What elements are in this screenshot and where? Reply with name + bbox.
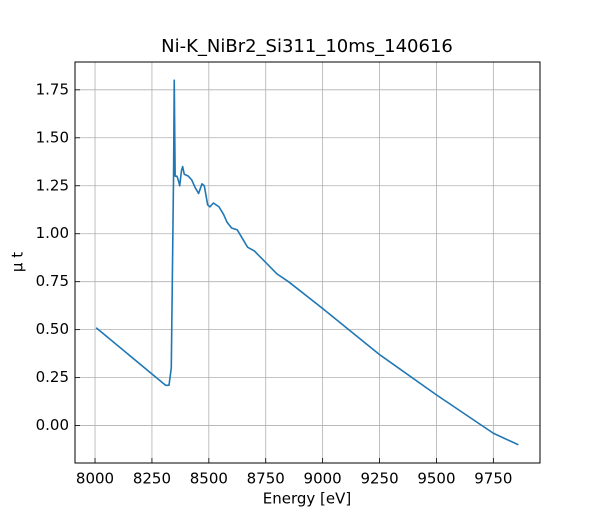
chart-title: Ni-K_NiBr2_Si311_10ms_140616 — [161, 36, 453, 57]
x-tick-label: 9750 — [474, 470, 512, 488]
x-tick-label: 9500 — [417, 470, 455, 488]
x-tick-label: 9250 — [360, 470, 398, 488]
y-tick-label: 1.50 — [36, 128, 69, 146]
x-tick-label: 8000 — [76, 470, 114, 488]
y-tick-label: 0.25 — [36, 368, 69, 386]
y-tick-label: 1.25 — [36, 176, 69, 194]
x-tick-label: 9000 — [304, 470, 342, 488]
x-tick-label: 8750 — [247, 470, 285, 488]
y-tick-label: 0.75 — [36, 272, 69, 290]
x-tick-label: 8500 — [190, 470, 228, 488]
x-axis-label: Energy [eV] — [263, 490, 351, 508]
y-tick-label: 1.00 — [36, 224, 69, 242]
y-tick-label: 0.50 — [36, 320, 69, 338]
y-axis-label: μ t — [9, 252, 27, 272]
data-line — [95, 79, 519, 446]
plot-frame — [74, 61, 541, 464]
y-tick-label: 1.75 — [36, 80, 69, 98]
y-tick-label: 0.00 — [36, 416, 69, 434]
x-tick-label: 8250 — [133, 470, 171, 488]
